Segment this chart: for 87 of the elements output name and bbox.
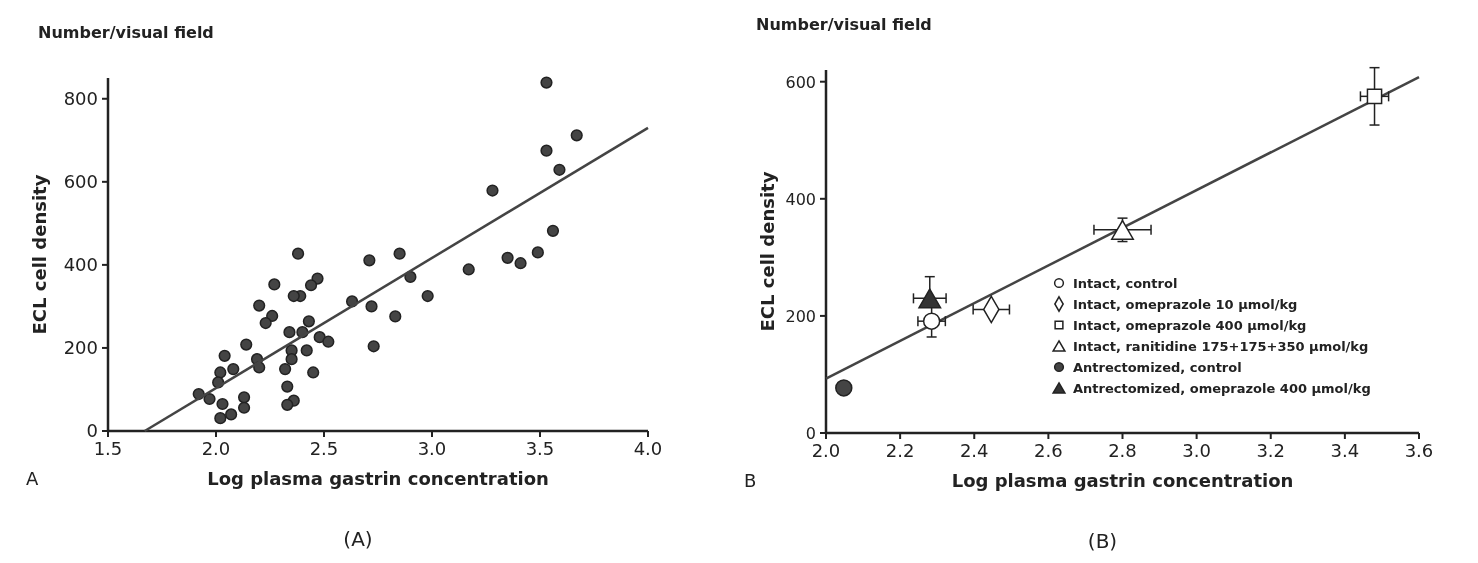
- y-tick-label: 600: [785, 72, 816, 92]
- point: [486, 184, 499, 197]
- legend-label: Intact, omeprazole 400 µmol/kg: [1073, 318, 1307, 333]
- x-tick-label: 3.6: [1404, 440, 1434, 461]
- x-tick-label: 3.2: [1256, 440, 1286, 461]
- chart-title: Number/visual field: [38, 23, 214, 42]
- legend-label: Intact, omeprazole 10 µmol/kg: [1073, 297, 1298, 312]
- point: [253, 299, 266, 312]
- x-tick-label: 2.0: [811, 440, 841, 461]
- text: (B): [1087, 529, 1118, 553]
- point: [237, 391, 251, 404]
- point: [389, 310, 402, 323]
- point: [365, 300, 378, 313]
- point: [393, 247, 406, 260]
- x-axis-title: Log plasma gastrin concentration: [207, 468, 549, 489]
- point: [304, 279, 318, 292]
- point: [285, 353, 298, 366]
- y-axis-title: ECL cell density: [29, 174, 50, 335]
- point: [287, 289, 300, 303]
- legend-label: Intact, control: [1073, 276, 1178, 291]
- point: [218, 349, 231, 362]
- x-tick-label: 2.0: [201, 438, 231, 459]
- x-tick-label: 3.0: [1182, 440, 1211, 461]
- point: [240, 338, 253, 351]
- point: [918, 288, 942, 309]
- x-tick-label: 4.0: [633, 438, 663, 459]
- point: [553, 163, 566, 176]
- legend-label: Antrectomized, omeprazole 400 µmol/kg: [1073, 381, 1371, 396]
- y-tick-label: 400: [63, 253, 98, 275]
- chart-title: Number/visual field: [756, 15, 932, 34]
- point: [531, 246, 544, 259]
- y-tick-label: 0: [86, 420, 98, 441]
- point: [283, 326, 296, 339]
- point: [281, 380, 294, 393]
- x-tick-label: 2.6: [1034, 440, 1063, 461]
- y-tick-label: 200: [63, 336, 98, 358]
- point: [237, 401, 251, 414]
- point: [203, 392, 216, 406]
- point: [922, 312, 941, 330]
- point: [363, 254, 376, 267]
- point: [1366, 88, 1383, 105]
- point: [214, 366, 227, 379]
- point: [266, 309, 279, 323]
- y-tick-label: 600: [63, 170, 98, 192]
- point: [514, 257, 527, 270]
- point: [546, 224, 560, 237]
- text: B: [744, 470, 757, 491]
- point: [540, 76, 553, 89]
- point: [291, 247, 305, 260]
- point: [268, 278, 281, 291]
- legend-label: Antrectomized, control: [1073, 360, 1242, 375]
- point: [302, 315, 315, 328]
- point: [307, 366, 320, 379]
- point: [279, 363, 292, 376]
- x-tick-label: 3.0: [417, 438, 447, 459]
- point: [570, 129, 583, 142]
- point: [214, 412, 227, 425]
- x-tick-label: 2.5: [309, 438, 339, 459]
- point: [216, 397, 229, 411]
- point: [462, 263, 475, 276]
- x-axis-title: Log plasma gastrin concentration: [951, 470, 1294, 491]
- point: [281, 398, 294, 411]
- x-tick-label: 2.8: [1108, 440, 1137, 461]
- y-axis-title: ECL cell density: [757, 171, 778, 332]
- point: [1111, 219, 1134, 240]
- legend-label: Intact, ranitidine 175+175+350 µmol/kg: [1073, 339, 1369, 354]
- y-tick-label: 800: [63, 87, 98, 109]
- point: [227, 363, 240, 376]
- x-tick-label: 3.4: [1330, 440, 1360, 461]
- text: (A): [343, 527, 373, 551]
- point: [225, 408, 238, 421]
- y-tick-label: 200: [785, 306, 816, 326]
- x-tick-label: 1.5: [93, 438, 123, 459]
- point: [421, 289, 434, 303]
- point: [501, 251, 514, 264]
- point: [300, 344, 313, 357]
- text: A: [26, 468, 39, 489]
- x-tick-label: 2.4: [959, 440, 989, 461]
- point: [259, 316, 272, 330]
- point: [322, 335, 335, 348]
- y-tick-label: 400: [785, 189, 816, 209]
- x-tick-label: 2.2: [885, 440, 915, 461]
- point: [367, 340, 380, 353]
- y-tick-label: 0: [805, 424, 816, 443]
- x-tick-label: 3.5: [525, 438, 555, 459]
- point: [835, 379, 853, 397]
- point: [540, 144, 553, 157]
